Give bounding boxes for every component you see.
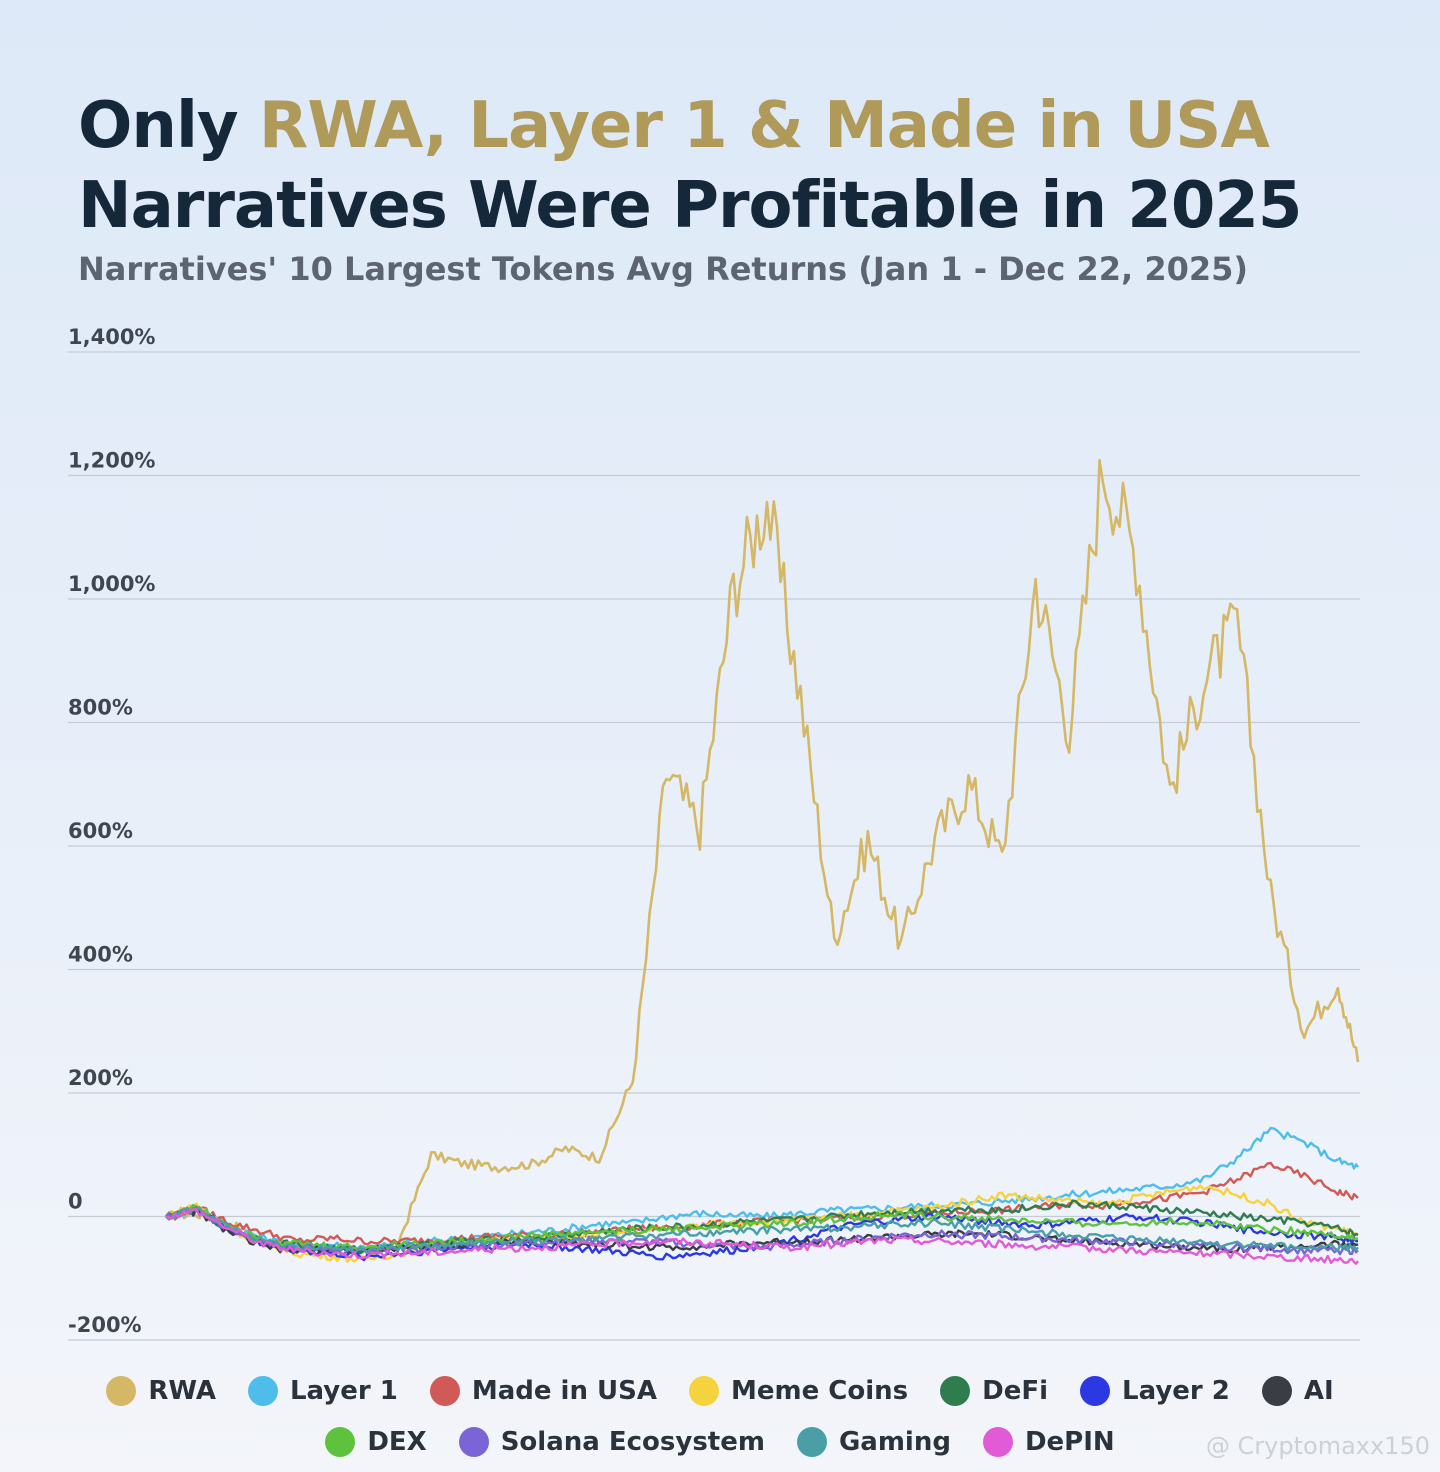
legend-row: RWA Layer 1 Made in USA Meme Coins DeFi Layer…: [0, 1370, 1440, 1412]
chart-subtitle: Narratives' 10 Largest Tokens Avg Return…: [78, 250, 1248, 288]
series-line-rwa: [164, 458, 1360, 1257]
legend-label: RWA: [148, 1376, 216, 1406]
legend-item-ai: AI: [1261, 1376, 1334, 1406]
y-tick-label: 1,000%: [68, 572, 155, 596]
chart-title: Only RWA, Layer 1 & Made in USA Narrativ…: [78, 86, 1398, 246]
legend-item-layer-2: Layer 2: [1080, 1376, 1230, 1406]
legend-swatch: [458, 1427, 489, 1457]
series-line-layer-1: [165, 1126, 1359, 1251]
legend-swatch: [1080, 1376, 1111, 1406]
legend-swatch: [940, 1376, 971, 1406]
watermark: @ Cryptomaxx150: [1205, 1432, 1430, 1460]
legend-label: DeFi: [982, 1376, 1049, 1406]
y-tick-label: 600%: [68, 819, 133, 843]
legend-label: Meme Coins: [731, 1376, 909, 1406]
y-tick-label: 1,200%: [68, 449, 155, 473]
legend-label: Gaming: [838, 1427, 951, 1457]
legend-row: DEX Solana Ecosystem Gaming DePIN: [0, 1421, 1440, 1463]
legend-label: Layer 1: [289, 1376, 398, 1406]
title-highlight: RWA, Layer 1 & Made in USA: [258, 89, 1270, 163]
legend-item-dex: DEX: [325, 1427, 427, 1457]
series-line-gaming: [165, 1206, 1359, 1255]
title-line2: Narratives Were Profitable in 2025: [78, 169, 1302, 243]
legend-swatch: [247, 1376, 278, 1406]
legend-label: Solana Ecosystem: [500, 1427, 765, 1457]
legend-label: DEX: [367, 1427, 427, 1457]
y-tick-label: 0: [68, 1190, 83, 1214]
y-tick-label: -200%: [68, 1313, 142, 1337]
series-line-made-in-usa: [165, 1161, 1359, 1246]
y-axis-labels: 1,400% 1,200% 1,000% 800% 600% 400% 200% 0 -200%: [68, 325, 155, 1337]
legend-swatch: [325, 1427, 356, 1457]
series-line-depin: [165, 1208, 1359, 1265]
legend-swatch: [1261, 1376, 1292, 1406]
legend-item-solana-ecosystem: Solana Ecosystem: [458, 1427, 765, 1457]
grid-lines: [68, 351, 1360, 1341]
legend-item-gaming: Gaming: [796, 1427, 951, 1457]
legend-item-depin: DePIN: [982, 1427, 1115, 1457]
legend-label: Layer 2: [1122, 1376, 1230, 1406]
legend-swatch: [429, 1376, 460, 1406]
legend-item-layer-1: Layer 1: [247, 1376, 398, 1406]
series-lines: [164, 458, 1360, 1265]
legend: RWA Layer 1 Made in USA Meme Coins DeFi Layer…: [0, 1370, 1440, 1472]
legend-item-defi: DeFi: [940, 1376, 1048, 1406]
legend-item-made-in-usa: Made in USA: [429, 1376, 657, 1406]
title-prefix: Only: [78, 89, 259, 163]
legend-item-meme-coins: Meme Coins: [689, 1376, 908, 1406]
legend-label: AI: [1303, 1376, 1334, 1406]
y-tick-label: 400%: [68, 943, 133, 967]
legend-swatch: [982, 1427, 1013, 1457]
legend-swatch: [689, 1376, 719, 1406]
line-chart: 1,400% 1,200% 1,000% 800% 600% 400% 200% 0 -200%: [68, 325, 1360, 1341]
legend-swatch: [106, 1376, 137, 1406]
legend-item-rwa: RWA: [106, 1376, 216, 1406]
y-tick-label: 200%: [68, 1066, 133, 1090]
legend-label: DePIN: [1024, 1427, 1115, 1457]
legend-label: Made in USA: [471, 1376, 657, 1406]
y-tick-label: 1,400%: [68, 325, 155, 349]
y-tick-label: 800%: [68, 696, 133, 720]
legend-swatch: [796, 1427, 827, 1457]
